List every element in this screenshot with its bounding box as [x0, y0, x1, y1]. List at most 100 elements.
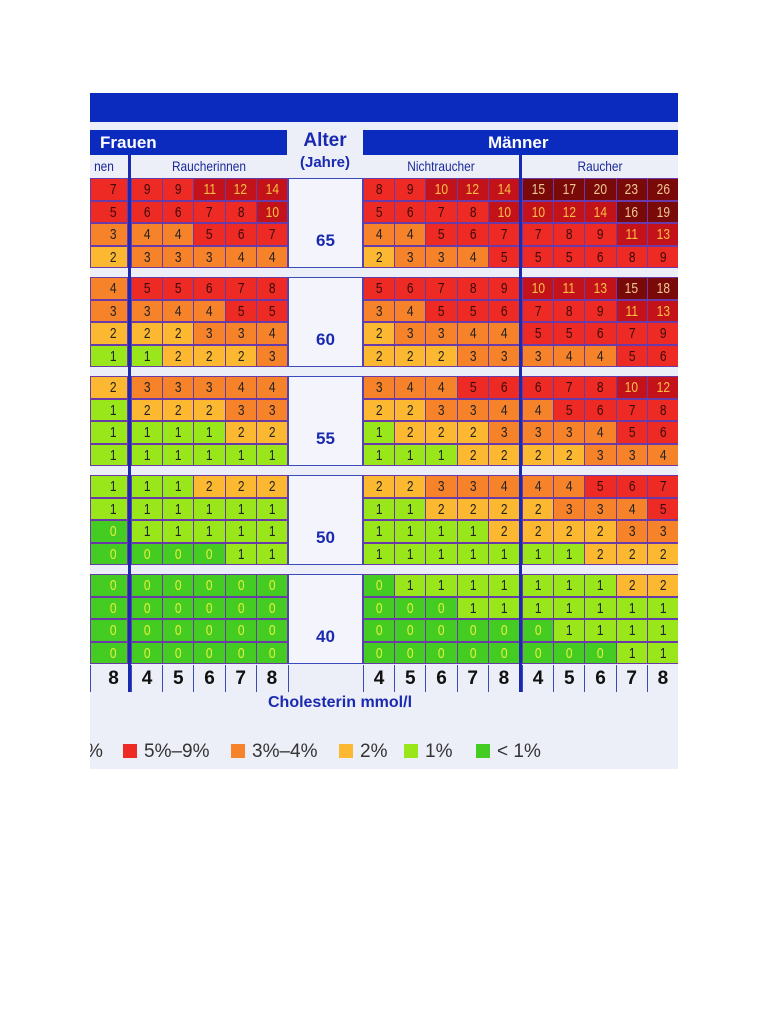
heatmap-cell: 0: [131, 574, 164, 597]
heatmap-cell: 0: [456, 619, 489, 642]
heatmap-cell: 2: [363, 322, 396, 345]
heatmap-cell: 13: [646, 299, 678, 322]
age-label: 60: [288, 277, 363, 367]
heatmap-cell: 1: [131, 443, 164, 466]
heatmap-cell: 0: [487, 619, 520, 642]
heatmap-cell: 3: [487, 344, 520, 367]
heatmap-cell: 0: [425, 596, 458, 619]
heatmap-cell: 5: [456, 299, 489, 322]
x-tick: 8: [646, 665, 678, 692]
heatmap-cell: 10: [615, 376, 648, 399]
legend-swatch: [476, 744, 490, 758]
heatmap-cell: 6: [487, 376, 520, 399]
heatmap-cell: 2: [584, 520, 617, 543]
age-tick-spacer: [288, 665, 363, 692]
heatmap-cell: 3: [615, 520, 648, 543]
heatmap-cell: 2: [456, 497, 489, 520]
heatmap-cell: 7: [522, 299, 555, 322]
heatmap-cell: 5: [363, 200, 396, 223]
heatmap-cell: 2: [425, 344, 458, 367]
heatmap-cell: 2: [394, 475, 427, 498]
heatmap-cell: 1: [394, 574, 427, 597]
heatmap-cell: 0: [363, 574, 396, 597]
heatmap-cell: 4: [584, 344, 617, 367]
heatmap-cell: 0: [90, 574, 128, 597]
legend-swatch: [231, 744, 245, 758]
heatmap-cell: 2: [522, 443, 555, 466]
women-smoker-label: Raucherinnen: [142, 155, 276, 179]
heatmap-cell: 18: [646, 277, 678, 300]
heatmap-cell: 3: [425, 322, 458, 345]
heatmap-cell: 2: [553, 443, 586, 466]
heatmap-cell: 4: [522, 398, 555, 421]
heatmap-cell: 1: [90, 443, 128, 466]
heatmap-cell: 13: [584, 277, 617, 300]
heatmap-cell: 5: [553, 245, 586, 268]
x-tick: 7: [456, 665, 488, 692]
heatmap-cell: 6: [584, 245, 617, 268]
heatmap-cell: 3: [456, 475, 489, 498]
heatmap-cell: 9: [646, 322, 678, 345]
heatmap-cell: 1: [224, 497, 257, 520]
heatmap-cell: 2: [522, 520, 555, 543]
heatmap-cell: 0: [162, 619, 195, 642]
heatmap-cell: 3: [90, 223, 128, 246]
heatmap-cell: 6: [456, 223, 489, 246]
heatmap-cell: 1: [90, 344, 128, 367]
heatmap-cell: 3: [193, 376, 226, 399]
heatmap-cell: 1: [131, 344, 164, 367]
heatmap-cell: 4: [90, 277, 128, 300]
heatmap-cell: 2: [487, 497, 520, 520]
heatmap-cell: 1: [90, 398, 128, 421]
heatmap-cell: 9: [394, 178, 427, 201]
x-tick: 4: [363, 665, 394, 692]
heatmap-cell: 4: [456, 245, 489, 268]
heatmap-cell: 6: [394, 277, 427, 300]
heatmap-cell: 2: [255, 475, 288, 498]
heatmap-cell: 0: [90, 641, 128, 664]
heatmap-cell: 7: [90, 178, 128, 201]
heatmap-cell: 7: [553, 376, 586, 399]
heatmap-cell: 0: [456, 641, 489, 664]
age-title: Alter: [303, 130, 347, 151]
heatmap-cell: 1: [553, 596, 586, 619]
heatmap-cell: 1: [646, 596, 678, 619]
heatmap-cell: 7: [193, 200, 226, 223]
heatmap-cell: 2: [90, 322, 128, 345]
heatmap-cell: 1: [394, 542, 427, 565]
heatmap-cell: 4: [394, 299, 427, 322]
heatmap-cell: 7: [425, 277, 458, 300]
heatmap-cell: 2: [162, 398, 195, 421]
x-tick: 8: [255, 665, 287, 692]
heatmap-cell: 5: [553, 322, 586, 345]
heatmap-cell: 4: [615, 497, 648, 520]
heatmap-cell: 0: [522, 619, 555, 642]
heatmap-cell: 5: [615, 344, 648, 367]
heatmap-cell: 6: [193, 277, 226, 300]
heatmap-cell: 0: [90, 619, 128, 642]
heatmap-cell: 1: [131, 520, 164, 543]
heatmap-cell: 1: [456, 574, 489, 597]
heatmap-cell: 9: [131, 178, 164, 201]
heatmap-cell: 1: [425, 542, 458, 565]
heatmap-cell: 3: [584, 443, 617, 466]
age-label: 55: [288, 376, 363, 466]
heatmap-cell: 3: [363, 376, 396, 399]
heatmap-cell: 11: [615, 299, 648, 322]
heatmap-cell: 1: [224, 542, 257, 565]
heatmap-cell: 2: [162, 322, 195, 345]
score-risk-chart: Frauen Männer nen Raucherinnen Nichtrauc…: [90, 93, 678, 769]
heatmap-cell: 6: [646, 344, 678, 367]
heatmap-cell: 14: [487, 178, 520, 201]
heatmap-cell: 1: [162, 475, 195, 498]
heatmap-cell: 1: [131, 421, 164, 444]
heatmap-cell: 2: [131, 398, 164, 421]
heatmap-cell: 1: [255, 542, 288, 565]
heatmap-cell: 0: [425, 619, 458, 642]
heatmap-cell: 7: [646, 475, 678, 498]
heatmap-cell: 2: [584, 542, 617, 565]
heatmap-cell: 0: [90, 520, 128, 543]
heatmap-cell: 6: [646, 421, 678, 444]
women-header: [90, 130, 287, 155]
heatmap-cell: 4: [584, 421, 617, 444]
